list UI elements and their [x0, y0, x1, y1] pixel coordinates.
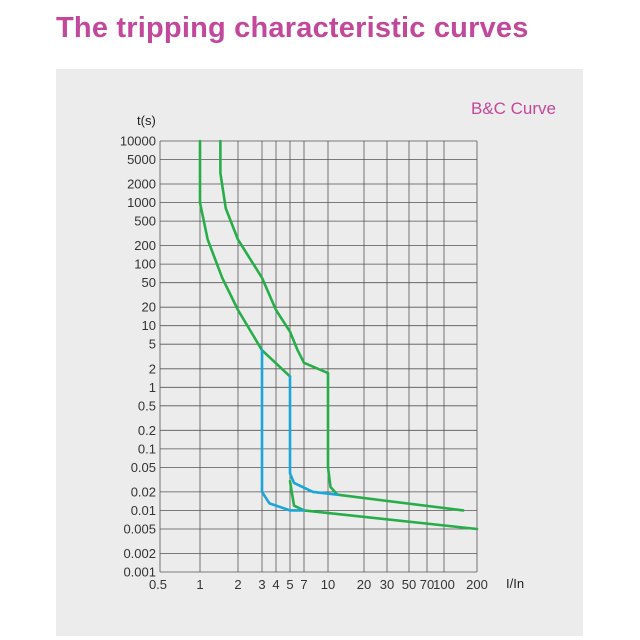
y-tick-label: 5 [149, 337, 156, 352]
series-line [219, 139, 465, 512]
y-tick-label: 0.001 [123, 565, 156, 580]
x-tick-label: 5 [286, 577, 293, 592]
y-tick-label: 0.2 [138, 423, 156, 438]
x-tick-label: 100 [433, 577, 455, 592]
x-tick-label: 3 [258, 577, 265, 592]
y-tick-label: 2000 [127, 177, 156, 192]
x-tick-label: 0.5 [149, 577, 167, 592]
x-tick-label: 1 [196, 577, 203, 592]
x-tick-label: 7 [300, 577, 307, 592]
y-tick-label: 1000 [127, 195, 156, 210]
series [198, 139, 479, 531]
x-tick-label: 2 [234, 577, 241, 592]
y-tick-label: 10 [142, 318, 156, 333]
y-tick-label: 0.05 [131, 460, 156, 475]
page-title: The tripping characteristic curves [56, 12, 529, 44]
series-line [198, 139, 292, 378]
y-tick-label: 0.005 [123, 522, 156, 537]
x-tick-label: 4 [272, 577, 279, 592]
y-tick-label: 0.01 [131, 503, 156, 518]
x-tick-label: 50 [402, 577, 416, 592]
y-tick-label: 100 [134, 257, 156, 272]
y-tick-label: 10000 [120, 134, 156, 149]
x-tick-label: 30 [380, 577, 394, 592]
y-tick-label: 200 [134, 238, 156, 253]
y-tick-label: 2 [149, 361, 156, 376]
y-tick-label: 5000 [127, 152, 156, 167]
y-tick-label: 0.5 [138, 398, 156, 413]
y-axis-title: t(s) [137, 113, 156, 128]
y-tick-label: 0.02 [131, 484, 156, 499]
y-tick-label: 0.1 [138, 441, 156, 456]
x-axis-title: I/In [506, 576, 524, 591]
y-tick-label: 0.002 [123, 546, 156, 561]
y-tick-label: 1 [149, 380, 156, 395]
legend-label: B&C Curve [471, 99, 556, 118]
y-tick-label: 500 [134, 214, 156, 229]
x-tick-label: 10 [321, 577, 335, 592]
x-tick-label: 70 [420, 577, 434, 592]
x-tick-label: 200 [466, 577, 488, 592]
chart-panel [56, 69, 583, 636]
y-tick-label: 20 [142, 300, 156, 315]
series-line [288, 479, 479, 531]
series-line [288, 375, 339, 497]
x-tick-label: 20 [357, 577, 371, 592]
series-line [260, 348, 306, 512]
y-tick-label: 50 [142, 275, 156, 290]
axis-labels: 0.001 0.002 0.005 0.01 0.02 0.05 0.1 0.2 0.5 1 2 5 1… [120, 134, 488, 593]
